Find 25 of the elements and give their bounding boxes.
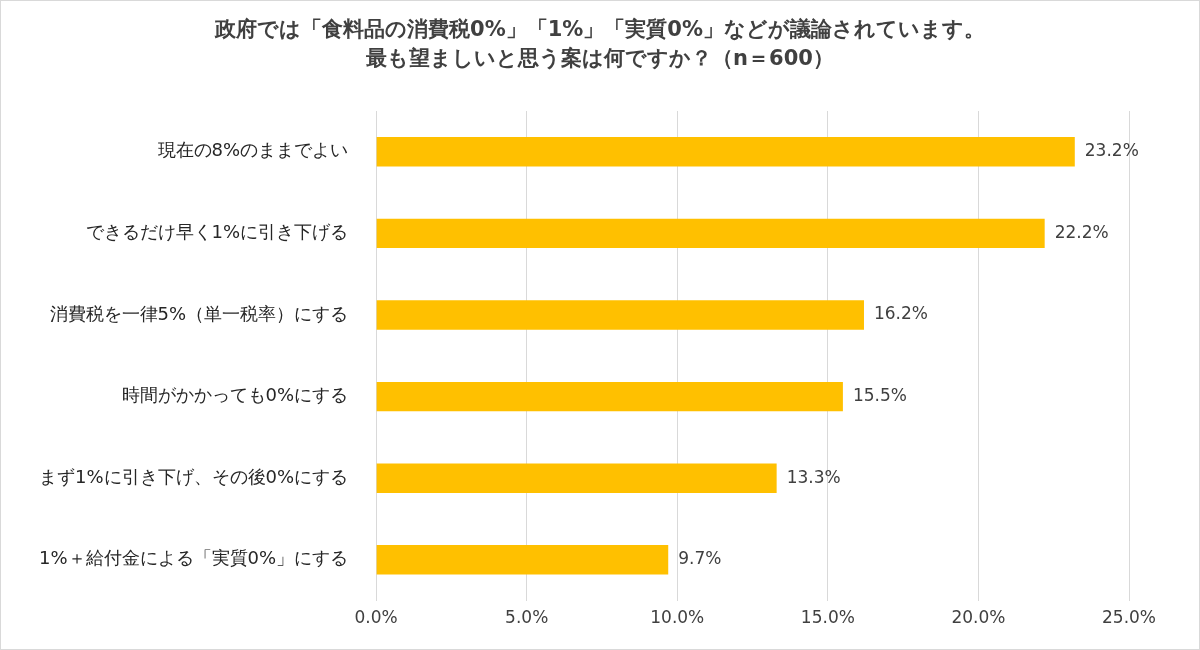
data-label: 9.7%: [678, 548, 722, 569]
bar: [376, 218, 1045, 249]
data-label: 15.5%: [852, 385, 907, 406]
x-tick-label: 5.0%: [505, 607, 549, 628]
chart-title: 政府では「食料品の消費税0%」「1%」「実質0%」などが議論されています。最も望ましいと思う案は何ですか？（n＝600）: [213, 16, 986, 73]
x-tick-label: 15.0%: [800, 607, 855, 628]
x-tick-label: 0.0%: [354, 607, 398, 628]
bar: [376, 463, 777, 493]
bar: [376, 381, 843, 412]
x-tick-label: 20.0%: [951, 607, 1006, 628]
data-label: 16.2%: [873, 303, 928, 324]
data-label: 23.2%: [1084, 140, 1139, 161]
y-tick-label: 消費税を一律5%（単一税率）にする: [49, 302, 349, 324]
bar: [376, 300, 864, 330]
y-tick-label: まず1%に引き下げ、その後0%にする: [38, 465, 349, 487]
data-label: 22.2%: [1054, 221, 1109, 242]
y-tick-label: 現在の8%のままでよい: [157, 139, 349, 161]
x-tick-label: 10.0%: [650, 607, 705, 628]
y-tick-label: 時間がかかっても0%にする: [121, 384, 349, 406]
bar: [376, 137, 1075, 167]
y-tick-label: できるだけ早く1%に引き下げる: [85, 221, 349, 243]
bar: [376, 545, 669, 575]
data-label: 13.3%: [786, 466, 841, 487]
x-tick-label: 25.0%: [1101, 607, 1157, 628]
y-tick-label: 1%＋給付金による「実質0%」にする: [38, 547, 349, 569]
